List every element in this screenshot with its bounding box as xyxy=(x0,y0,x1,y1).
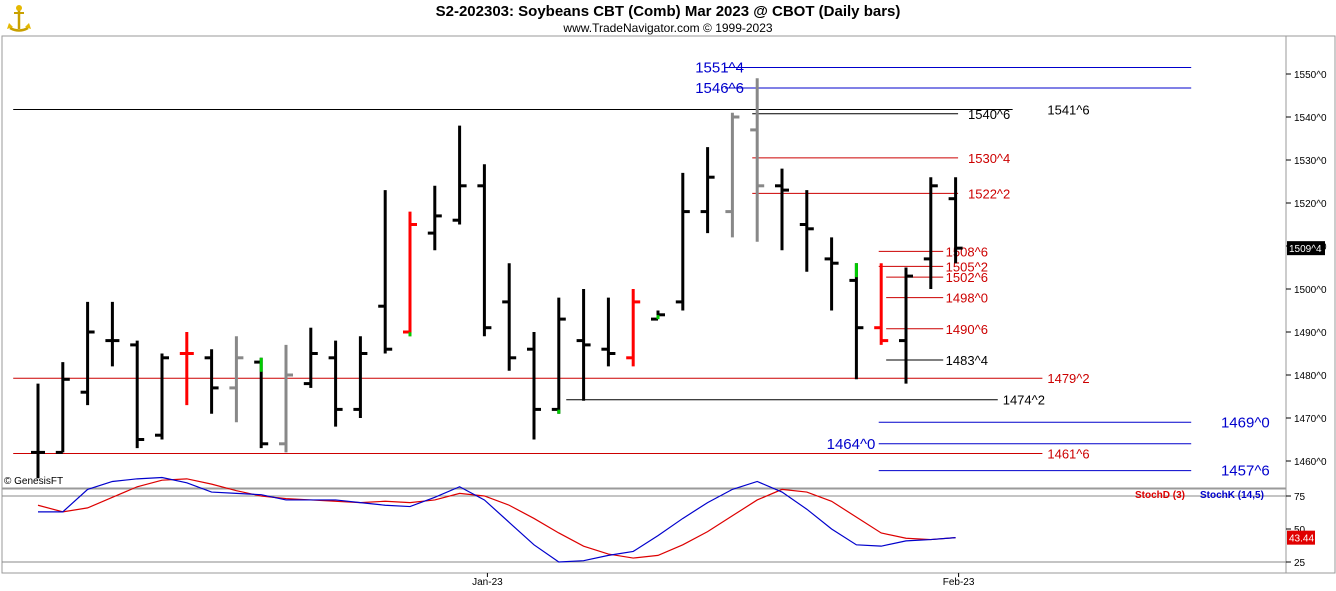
ohlc-bar xyxy=(824,237,839,311)
ohlc-bar xyxy=(254,357,269,449)
ohlc-bar xyxy=(551,297,566,414)
ohlc-bar xyxy=(700,147,715,234)
level-label: 1490^6 xyxy=(946,322,988,337)
ohlc-bar xyxy=(948,177,963,264)
ohlc-bar xyxy=(750,78,765,242)
stoch-legend-entry: StochK (14,5) xyxy=(1200,490,1264,501)
ohlc-bar xyxy=(651,310,665,321)
ohlc-bar xyxy=(626,289,641,367)
ohlc-bar xyxy=(55,362,70,454)
level-label: 1502^6 xyxy=(946,270,988,285)
ohlc-bar xyxy=(378,190,393,354)
stoch-legend-entry: StochD (3) xyxy=(1135,490,1185,501)
level-label: 1551^4 xyxy=(695,60,744,77)
chart-header: S2-202303: Soybeans CBT (Comb) Mar 2023 … xyxy=(0,0,1336,36)
stoch-tick-label: 75 xyxy=(1294,492,1306,503)
level-label: 1530^4 xyxy=(968,151,1010,166)
stoch-panel-border xyxy=(1,488,1287,574)
price-tick-label: 1480^0 xyxy=(1294,371,1327,382)
price-bars xyxy=(31,78,963,479)
ohlc-bar xyxy=(775,168,789,251)
level-label: 1457^6 xyxy=(1221,463,1270,480)
level-label: 1522^2 xyxy=(968,186,1010,201)
ohlc-bar xyxy=(899,267,913,384)
last-price-box xyxy=(1287,241,1325,256)
ohlc-bar xyxy=(353,336,368,418)
level-label: 1508^6 xyxy=(946,244,988,259)
stoch-tick-label: 25 xyxy=(1294,558,1306,569)
date-tick-label: Feb-23 xyxy=(943,577,975,588)
level-label: 1541^6 xyxy=(1047,102,1089,117)
ohlc-bar xyxy=(130,340,145,449)
price-tick-label: 1470^0 xyxy=(1294,414,1327,425)
price-panel-border xyxy=(1,35,1287,489)
price-tick-label: 1490^0 xyxy=(1294,328,1327,339)
level-label: 1469^0 xyxy=(1221,414,1270,431)
ohlc-bar xyxy=(576,289,591,401)
ohlc-bar xyxy=(477,164,492,337)
ohlc-bar xyxy=(403,211,417,337)
price-tick-label: 1500^0 xyxy=(1294,285,1327,296)
watermark-text: © GenesisFT xyxy=(4,476,63,487)
ohlc-bar xyxy=(179,332,194,406)
ohlc-bar xyxy=(31,383,45,479)
ohlc-bar xyxy=(279,344,293,453)
ohlc-bar xyxy=(874,263,889,345)
axis-panel-border xyxy=(1285,35,1336,574)
level-label: 1461^6 xyxy=(1047,446,1089,461)
ohlc-bar xyxy=(675,172,690,311)
level-label: 1474^2 xyxy=(1003,393,1045,408)
level-label: 1498^0 xyxy=(946,291,988,306)
genesis-logo-icon xyxy=(4,3,34,33)
stoch-series-line xyxy=(37,478,956,559)
stoch-tick-label: 50 xyxy=(1294,525,1306,536)
stoch-series-line xyxy=(38,476,956,563)
last-price-label: 1509^4 xyxy=(1289,244,1322,255)
chart-frame xyxy=(1,35,1336,574)
ohlc-bar xyxy=(204,349,219,414)
level-label: 1546^6 xyxy=(695,80,744,97)
stoch-value-label: 43.44 xyxy=(1289,534,1314,545)
price-tick-label: 1550^0 xyxy=(1294,70,1327,81)
ohlc-bar xyxy=(527,332,541,440)
ohlc-bar xyxy=(502,263,517,371)
ohlc-bar xyxy=(452,125,467,225)
level-label: 1483^4 xyxy=(946,353,988,368)
ohlc-bar xyxy=(328,340,343,427)
price-tick-label: 1460^0 xyxy=(1294,457,1327,468)
level-label: 1479^2 xyxy=(1047,371,1089,386)
ohlc-bar xyxy=(303,327,318,388)
ohlc-bar xyxy=(849,263,864,380)
price-axis: 1460^01470^01480^01490^01500^01510^01520… xyxy=(1286,70,1327,468)
price-tick-label: 1530^0 xyxy=(1294,156,1327,167)
ohlc-bar xyxy=(725,112,740,238)
chart-title: S2-202303: Soybeans CBT (Comb) Mar 2023 … xyxy=(435,3,901,20)
ohlc-bar xyxy=(427,185,442,251)
ohlc-bar xyxy=(799,190,814,272)
ohlc-bar xyxy=(155,353,169,440)
date-axis: Jan-23 Feb-23 xyxy=(472,573,975,588)
ohlc-bar xyxy=(229,336,244,423)
level-label: 1540^6 xyxy=(968,107,1010,122)
level-label: 1464^0 xyxy=(827,436,876,453)
ohlc-bar xyxy=(923,177,938,289)
date-tick-label: Jan-23 xyxy=(472,577,503,588)
price-tick-label: 1520^0 xyxy=(1294,199,1327,210)
stoch-value-box xyxy=(1287,530,1315,545)
stochastic-panel: StochD (3) StochK (14,5) 25 50 75 43.44 xyxy=(2,476,1315,569)
ohlc-bar xyxy=(80,301,95,406)
ohlc-bar xyxy=(601,297,616,367)
price-tick-label: 1540^0 xyxy=(1294,113,1327,124)
ohlc-bar xyxy=(105,301,120,367)
chart-subtitle: www.TradeNavigator.com © 1999-2023 xyxy=(563,21,773,35)
